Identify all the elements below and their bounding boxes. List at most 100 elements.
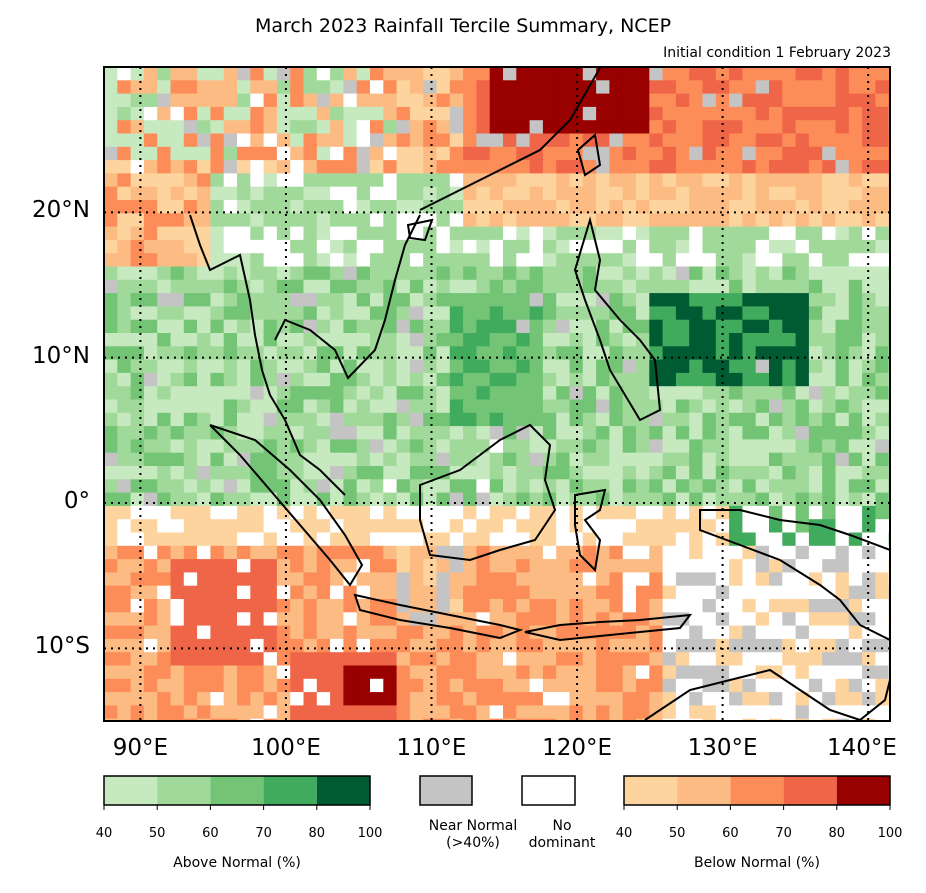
grid-cell bbox=[396, 532, 411, 547]
grid-cell bbox=[356, 106, 371, 121]
grid-cell bbox=[409, 93, 424, 108]
grid-cell bbox=[662, 372, 677, 387]
grid-cell bbox=[223, 545, 238, 560]
grid-cell bbox=[330, 372, 344, 387]
grid-cell bbox=[476, 652, 491, 666]
grid-cell bbox=[330, 545, 344, 560]
grid-cell bbox=[755, 106, 770, 121]
grid-cell bbox=[263, 466, 278, 480]
grid-cell bbox=[556, 319, 570, 334]
grid-cell bbox=[290, 692, 304, 706]
grid-cell bbox=[343, 359, 358, 374]
grid-cell bbox=[383, 426, 398, 440]
grid-cell bbox=[715, 279, 730, 294]
grid-cell bbox=[197, 599, 211, 613]
grid-cell bbox=[542, 160, 557, 174]
grid-cell bbox=[356, 678, 371, 693]
grid-cell bbox=[409, 80, 424, 95]
grid-cell bbox=[769, 532, 783, 547]
grid-cell bbox=[104, 625, 118, 640]
grid-cell bbox=[316, 572, 331, 587]
grid-cell bbox=[237, 306, 251, 321]
grid-cell bbox=[795, 239, 810, 254]
grid-cell bbox=[104, 718, 118, 721]
grid-cell bbox=[356, 692, 371, 706]
grid-cell bbox=[556, 67, 570, 81]
grid-cell bbox=[197, 479, 211, 494]
grid-cell bbox=[848, 652, 863, 666]
grid-cell bbox=[449, 372, 464, 387]
grid-cell bbox=[117, 306, 132, 321]
grid-cell bbox=[622, 239, 637, 254]
grid-cell bbox=[303, 160, 318, 174]
grid-cell bbox=[263, 93, 278, 108]
grid-cell bbox=[689, 106, 703, 121]
grid-cell bbox=[862, 479, 876, 494]
grid-cell bbox=[250, 279, 265, 294]
grid-cell bbox=[343, 160, 358, 174]
grid-cell bbox=[104, 705, 118, 720]
grid-cell bbox=[729, 665, 743, 680]
grid-cell bbox=[675, 239, 690, 254]
grid-cell bbox=[782, 399, 797, 414]
grid-cell bbox=[130, 93, 145, 108]
grid-cell bbox=[729, 638, 743, 653]
grid-cell bbox=[463, 213, 477, 228]
grid-cell bbox=[210, 412, 225, 427]
grid-cell bbox=[263, 692, 278, 706]
grid-cell bbox=[503, 652, 517, 666]
grid-cell bbox=[848, 133, 863, 148]
grid-cell bbox=[742, 253, 757, 267]
grid-cell bbox=[662, 80, 677, 95]
grid-cell bbox=[715, 93, 730, 108]
grid-cell bbox=[689, 186, 703, 201]
grid-cell bbox=[197, 346, 211, 361]
grid-cell bbox=[769, 559, 783, 573]
grid-cell bbox=[848, 93, 863, 108]
grid-cell bbox=[117, 160, 132, 174]
grid-cell bbox=[715, 652, 730, 666]
grid-cell bbox=[835, 133, 850, 148]
grid-cell bbox=[476, 532, 491, 547]
grid-cell bbox=[556, 213, 570, 228]
grid-cell bbox=[875, 80, 890, 95]
grid-cell bbox=[157, 386, 171, 400]
grid-cell bbox=[263, 186, 278, 201]
grid-cell bbox=[383, 585, 398, 600]
grid-cell bbox=[117, 479, 132, 494]
grid-cell bbox=[662, 266, 677, 281]
grid-cell bbox=[795, 173, 810, 188]
grid-cell bbox=[157, 439, 171, 454]
grid-cell bbox=[210, 399, 225, 414]
grid-cell bbox=[529, 386, 544, 400]
grid-cell bbox=[675, 492, 690, 507]
grid-cell bbox=[197, 452, 211, 467]
grid-cell bbox=[263, 319, 278, 334]
grid-cell bbox=[197, 492, 211, 507]
grid-cell bbox=[423, 173, 437, 188]
grid-cell bbox=[835, 146, 850, 161]
grid-cell bbox=[343, 67, 358, 81]
grid-cell bbox=[729, 466, 743, 480]
grid-cell bbox=[143, 479, 158, 494]
grid-cell bbox=[250, 452, 265, 467]
grid-cell bbox=[689, 173, 703, 188]
grid-cell bbox=[742, 372, 757, 387]
grid-cell bbox=[303, 253, 318, 267]
grid-cell bbox=[104, 652, 118, 666]
grid-cell bbox=[316, 346, 331, 361]
grid-cell bbox=[463, 559, 477, 573]
grid-cell bbox=[463, 452, 477, 467]
grid-cell bbox=[463, 372, 477, 387]
grid-cell bbox=[104, 492, 118, 507]
grid-cell bbox=[675, 572, 690, 587]
grid-cell bbox=[596, 452, 610, 467]
grid-cell bbox=[409, 585, 424, 600]
grid-cell bbox=[542, 386, 557, 400]
grid-cell bbox=[330, 279, 344, 294]
grid-cell bbox=[383, 80, 398, 95]
grid-cell bbox=[197, 532, 211, 547]
grid-cell bbox=[449, 106, 464, 121]
grid-cell bbox=[875, 372, 890, 387]
grid-cell bbox=[157, 505, 171, 520]
